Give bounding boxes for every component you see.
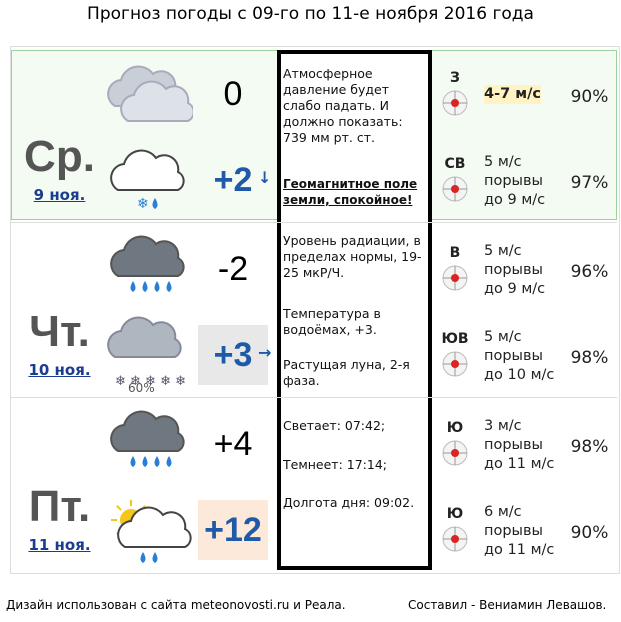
compass-icon <box>442 351 468 377</box>
humidity: 96% <box>570 262 609 282</box>
weather-icon <box>110 235 185 292</box>
wind-line: 4-7 м/с <box>484 85 541 104</box>
weather-icon: ❄ ❄ ❄ ❄ ❄ <box>107 316 186 389</box>
compass-icon <box>442 176 468 202</box>
wind-direction: СВ <box>444 156 466 172</box>
note: Растущая луна, 2-я фаза. <box>283 357 410 388</box>
note: Уровень радиации, в пределах нормы, 19-2… <box>283 233 422 280</box>
temperature: -2 <box>198 239 268 299</box>
note: Температура в водоёмах, +3. <box>283 306 381 337</box>
compass-icon <box>442 526 468 552</box>
day-date: 11 ноя. <box>28 536 91 554</box>
wind-line: порывы <box>484 348 543 364</box>
day-name: Ср. <box>24 132 95 181</box>
day-name: Пт. <box>28 482 91 531</box>
footer-left: Дизайн использован с сайта meteonovosti.… <box>6 598 346 612</box>
wind: 5 м/с порывы до 10 м/с <box>484 328 554 385</box>
wind-line: 5 м/с <box>484 154 522 170</box>
wind-line: 6 м/с <box>484 504 522 520</box>
temperature: 0 <box>223 75 243 113</box>
note: Светает: 07:42; <box>283 418 386 433</box>
wind-line: 5 м/с <box>484 243 522 259</box>
wind-direction: Ю <box>446 506 464 522</box>
wind-line: порывы <box>484 173 543 189</box>
wind: 3 м/с порывы до 11 м/с <box>484 417 554 474</box>
weather-icon <box>110 410 185 467</box>
footer-right: Составил - Вениамин Левашов. <box>408 598 607 612</box>
svg-text:❄ ❄ ❄ ❄ ❄: ❄ ❄ ❄ ❄ ❄ <box>115 374 186 389</box>
wind-line: до 9 м/с <box>484 192 546 208</box>
wind-line: порывы <box>484 262 543 278</box>
wind-line: порывы <box>484 523 543 539</box>
compass-icon <box>442 265 468 291</box>
temp-trend: → <box>258 343 272 362</box>
compass-icon <box>442 440 468 466</box>
wind-line: до 10 м/с <box>484 367 555 383</box>
wind: 5 м/с порывы до 9 м/с <box>484 153 545 210</box>
day-name: Чт. <box>29 307 90 356</box>
notes-box <box>277 50 432 570</box>
note: Геомагнитное поле земли, спокойное! <box>283 177 418 207</box>
wind-direction: Ю <box>446 420 464 436</box>
wind: 6 м/с порывы до 11 м/с <box>484 503 554 560</box>
weather-icon: ❄ <box>110 149 185 212</box>
humidity: 98% <box>570 348 609 368</box>
title: Прогноз погоды с 09-го по 11-е ноября 20… <box>87 4 534 24</box>
note: Долгота дня: 09:02. <box>283 495 415 510</box>
temperature: +4 <box>213 425 253 463</box>
temperature: +3 <box>198 325 268 385</box>
wind-direction: ЮВ <box>441 331 469 347</box>
day-date: 9 ноя. <box>33 186 86 204</box>
wind-direction: В <box>449 245 461 261</box>
note: Темнеет: 17:14; <box>283 457 388 472</box>
svg-text:❄: ❄ <box>137 196 149 212</box>
wind-line: 3 м/с <box>484 418 522 434</box>
day-date: 10 ноя. <box>28 361 91 379</box>
humidity: 98% <box>570 437 609 457</box>
wind-line: до 11 м/с <box>484 542 555 558</box>
row-separator <box>11 222 617 223</box>
temp-trend: ↓ <box>258 168 272 187</box>
wind-line: до 11 м/с <box>484 456 555 472</box>
wind: 5 м/с порывы до 9 м/с <box>484 242 545 299</box>
wind-line: 5 м/с <box>484 329 522 345</box>
wind-line: порывы <box>484 437 543 453</box>
wind-line: до 9 м/с <box>484 281 546 297</box>
temperature: +12 <box>198 500 268 560</box>
table-frame <box>10 46 620 574</box>
note: Атмосферное давление будет слабо падать.… <box>283 66 403 145</box>
row-separator <box>11 397 617 398</box>
weather-icon <box>111 500 192 563</box>
humidity: 97% <box>570 173 609 193</box>
temperature: +2 <box>213 161 253 199</box>
humidity: 90% <box>570 87 609 107</box>
humidity: 90% <box>570 523 609 543</box>
wind-direction: З <box>450 70 460 86</box>
wind: 4-7 м/с <box>484 85 541 104</box>
precip: 60% <box>128 381 155 395</box>
compass-icon <box>442 90 468 116</box>
weather-icon <box>107 65 193 122</box>
